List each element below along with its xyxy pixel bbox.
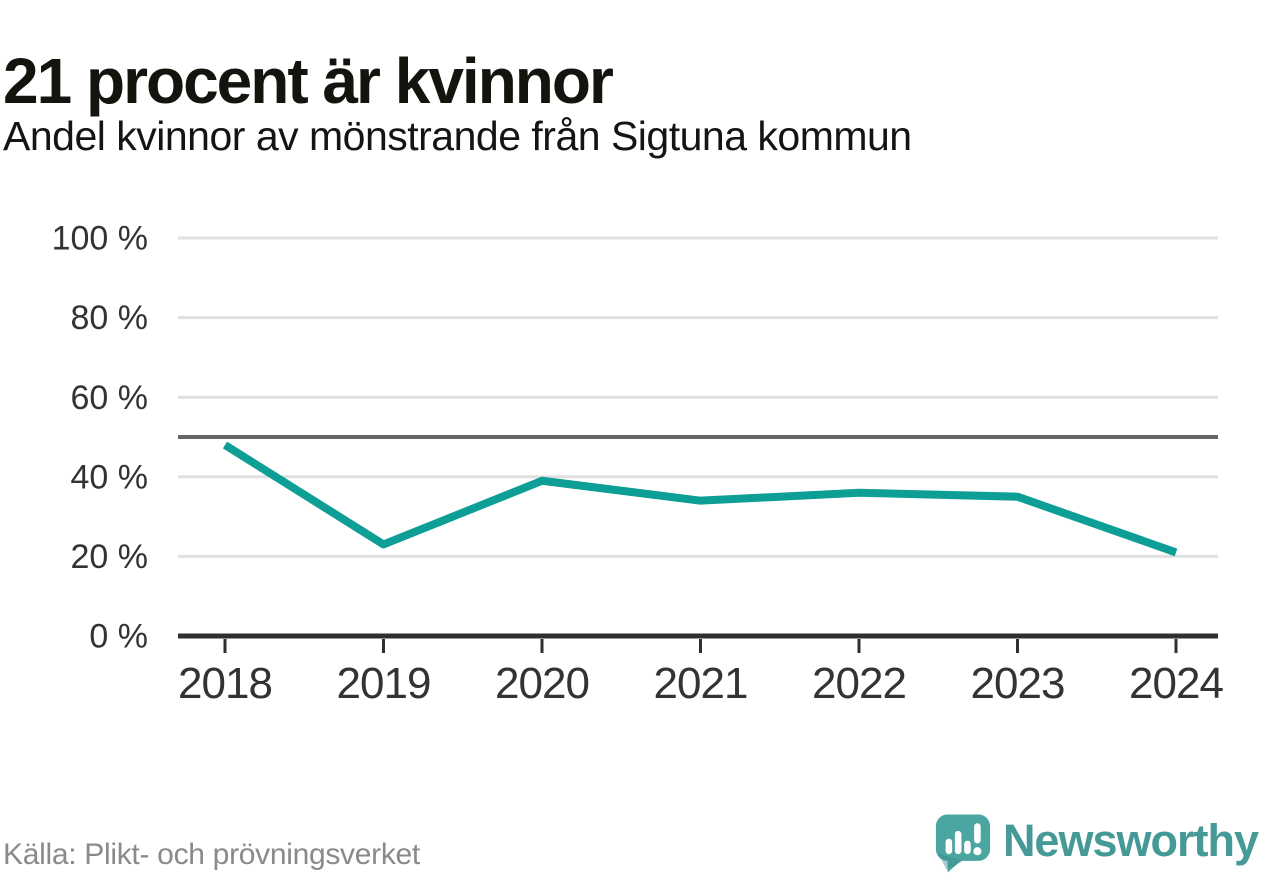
x-axis-tick-label: 2024 <box>1129 659 1223 708</box>
chart-title: 21 procent är kvinnor <box>3 44 614 117</box>
y-axis-tick-label: 60 % <box>71 379 149 417</box>
line-chart: 0 % 20 % 40 % 60 % 80 % 100 % 2018 2019 2020 2021… <box>0 200 1262 720</box>
source-note: Källa: Plikt- och prövningsverket <box>3 838 420 871</box>
newsworthy-wordmark: Newsworthy <box>1002 815 1259 866</box>
y-axis-tick-label: 0 % <box>89 618 148 656</box>
y-axis-tick-label: 80 % <box>71 299 149 337</box>
chart-subtitle: Andel kvinnor av mönstrande från Sigtuna… <box>3 113 912 159</box>
x-axis-tick-label: 2021 <box>654 659 748 708</box>
x-axis-tick-label: 2018 <box>178 659 272 708</box>
newsworthy-bubble-chart-icon <box>935 814 991 873</box>
y-axis-tick-label: 20 % <box>71 538 149 576</box>
newsworthy-logo: Newsworthy <box>934 812 1259 875</box>
series-line <box>222 441 1178 557</box>
x-axis-tick-label: 2022 <box>812 659 906 708</box>
y-axis-tick-label: 100 % <box>52 220 148 258</box>
line-chart-svg: 0 % 20 % 40 % 60 % 80 % 100 % 2018 2019 2020 2021… <box>52 220 1225 708</box>
y-axis-tick-label: 40 % <box>71 458 149 496</box>
x-axis-tick-label: 2019 <box>337 659 431 708</box>
x-axis-tick-label: 2023 <box>971 659 1065 708</box>
x-axis-tick-label: 2020 <box>495 659 589 708</box>
